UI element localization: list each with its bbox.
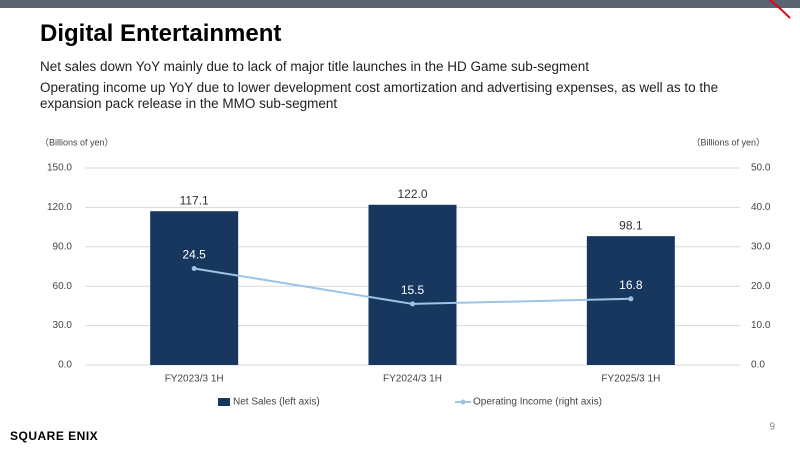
line-value-label: 15.5 — [401, 283, 425, 297]
logo: SQUARE ENIX — [10, 429, 98, 443]
line-marker — [410, 301, 415, 307]
legend-swatch — [218, 398, 230, 406]
line-value-label: 24.5 — [182, 248, 206, 262]
x-tick-label: FY2023/3 1H — [165, 374, 224, 385]
page-number: 9 — [769, 422, 775, 433]
x-tick-label: FY2024/3 1H — [383, 374, 442, 385]
bar-value-label: 98.1 — [619, 218, 643, 232]
y2-tick-label: 40.0 — [751, 202, 771, 213]
y-tick-label: 30.0 — [53, 320, 73, 331]
bar — [150, 211, 239, 365]
bar-value-label: 117.1 — [180, 193, 209, 207]
line-value-label: 16.8 — [619, 278, 643, 292]
y-axis-label: （Billions of yen） — [40, 137, 114, 147]
y-tick-label: 0.0 — [58, 360, 72, 371]
bullet: Operating income up YoY due to lower dev… — [40, 79, 719, 112]
y2-tick-label: 10.0 — [751, 320, 771, 331]
y2-tick-label: 20.0 — [751, 281, 771, 292]
y-tick-label: 90.0 — [53, 241, 73, 252]
line-marker — [191, 265, 197, 271]
line-marker — [628, 296, 634, 302]
legend-swatch — [460, 399, 466, 405]
y-tick-label: 60.0 — [53, 281, 73, 292]
slide-title: Digital Entertainment — [40, 20, 282, 47]
legend-label: Net Sales (left axis) — [233, 397, 320, 408]
bar-value-label: 122.0 — [397, 187, 427, 201]
x-tick-label: FY2025/3 1H — [601, 374, 660, 385]
y2-tick-label: 30.0 — [751, 241, 771, 252]
y-tick-label: 150.0 — [47, 163, 72, 174]
bullet: Net sales down YoY mainly due to lack of… — [40, 59, 590, 74]
y2-axis-label: （Billions of yen） — [691, 137, 765, 147]
decoration — [769, 0, 791, 19]
y2-tick-label: 0.0 — [751, 360, 765, 371]
y2-tick-label: 50.0 — [751, 163, 771, 174]
bar — [368, 204, 457, 365]
bullets: Net sales down YoY mainly due to lack of… — [40, 59, 760, 117]
legend-label: Operating Income (right axis) — [473, 397, 602, 408]
y-tick-label: 120.0 — [47, 202, 72, 213]
top-bar — [0, 0, 800, 8]
